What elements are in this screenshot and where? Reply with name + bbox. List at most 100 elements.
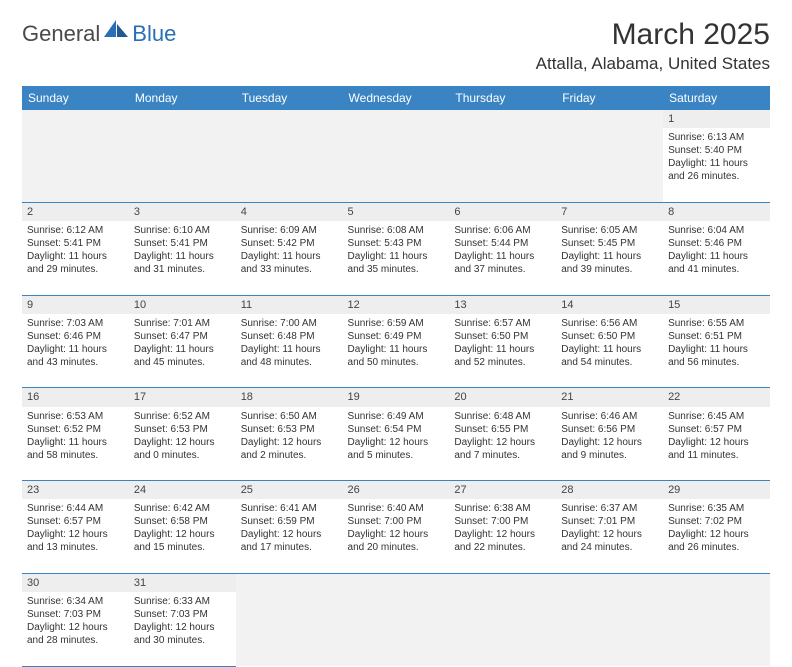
day-cell: Sunrise: 6:50 AMSunset: 6:53 PMDaylight:… [236,407,343,481]
daylight-text: and 2 minutes. [241,449,338,462]
empty-cell [236,592,343,666]
daylight-text: Daylight: 11 hours [27,250,124,263]
daylight-text: and 17 minutes. [241,541,338,554]
sunset-text: Sunset: 6:53 PM [241,423,338,436]
daylight-text: and 41 minutes. [668,263,765,276]
sunset-text: Sunset: 5:45 PM [561,237,658,250]
empty-cell [22,110,129,128]
daynum-row: 16171819202122 [22,388,770,407]
sunrise-text: Sunrise: 6:41 AM [241,502,338,515]
sunset-text: Sunset: 6:54 PM [348,423,445,436]
day-cell: Sunrise: 6:04 AMSunset: 5:46 PMDaylight:… [663,221,770,295]
sunrise-text: Sunrise: 7:00 AM [241,317,338,330]
day-cell: Sunrise: 6:38 AMSunset: 7:00 PMDaylight:… [449,499,556,573]
day-cell: Sunrise: 6:35 AMSunset: 7:02 PMDaylight:… [663,499,770,573]
daylight-text: and 29 minutes. [27,263,124,276]
daylight-text: and 50 minutes. [348,356,445,369]
daynum-row: 3031 [22,573,770,592]
empty-cell [449,128,556,202]
daylight-text: and 35 minutes. [348,263,445,276]
empty-cell [129,110,236,128]
daylight-text: Daylight: 12 hours [561,436,658,449]
day-cell: Sunrise: 6:59 AMSunset: 6:49 PMDaylight:… [343,314,450,388]
weekday-header: Monday [129,86,236,110]
daylight-text: Daylight: 12 hours [348,436,445,449]
sunrise-text: Sunrise: 6:45 AM [668,410,765,423]
day-cell: Sunrise: 6:41 AMSunset: 6:59 PMDaylight:… [236,499,343,573]
empty-cell [449,573,556,592]
daylight-text: and 31 minutes. [134,263,231,276]
sunset-text: Sunset: 6:55 PM [454,423,551,436]
sunrise-text: Sunrise: 6:59 AM [348,317,445,330]
sunrise-text: Sunrise: 6:57 AM [454,317,551,330]
day-number: 13 [449,295,556,314]
month-title: March 2025 [536,18,770,52]
sunrise-text: Sunrise: 6:35 AM [668,502,765,515]
daylight-text: Daylight: 11 hours [348,250,445,263]
day-number: 8 [663,202,770,221]
sunrise-text: Sunrise: 6:49 AM [348,410,445,423]
day-number: 20 [449,388,556,407]
daylight-text: and 33 minutes. [241,263,338,276]
daylight-text: Daylight: 11 hours [668,250,765,263]
sunset-text: Sunset: 6:59 PM [241,515,338,528]
daylight-text: and 43 minutes. [27,356,124,369]
day-cell: Sunrise: 6:13 AMSunset: 5:40 PMDaylight:… [663,128,770,202]
detail-row: Sunrise: 7:03 AMSunset: 6:46 PMDaylight:… [22,314,770,388]
day-number: 9 [22,295,129,314]
empty-cell [449,592,556,666]
daylight-text: and 58 minutes. [27,449,124,462]
daylight-text: Daylight: 11 hours [454,250,551,263]
day-cell: Sunrise: 6:12 AMSunset: 5:41 PMDaylight:… [22,221,129,295]
day-cell: Sunrise: 6:33 AMSunset: 7:03 PMDaylight:… [129,592,236,666]
calendar-table: SundayMondayTuesdayWednesdayThursdayFrid… [22,86,770,667]
sunset-text: Sunset: 5:40 PM [668,144,765,157]
daylight-text: and 5 minutes. [348,449,445,462]
day-cell: Sunrise: 6:52 AMSunset: 6:53 PMDaylight:… [129,407,236,481]
day-cell: Sunrise: 7:03 AMSunset: 6:46 PMDaylight:… [22,314,129,388]
sunset-text: Sunset: 6:51 PM [668,330,765,343]
sunrise-text: Sunrise: 6:56 AM [561,317,658,330]
sunrise-text: Sunrise: 6:04 AM [668,224,765,237]
sunrise-text: Sunrise: 6:48 AM [454,410,551,423]
sunset-text: Sunset: 5:41 PM [27,237,124,250]
day-cell: Sunrise: 6:05 AMSunset: 5:45 PMDaylight:… [556,221,663,295]
day-number: 24 [129,481,236,500]
daylight-text: and 52 minutes. [454,356,551,369]
weekday-header: Tuesday [236,86,343,110]
day-number: 21 [556,388,663,407]
day-cell: Sunrise: 6:48 AMSunset: 6:55 PMDaylight:… [449,407,556,481]
sunset-text: Sunset: 6:58 PM [134,515,231,528]
sunset-text: Sunset: 6:56 PM [561,423,658,436]
sunset-text: Sunset: 5:41 PM [134,237,231,250]
daylight-text: and 30 minutes. [134,634,231,647]
daylight-text: Daylight: 12 hours [27,621,124,634]
weekday-header: Friday [556,86,663,110]
sunrise-text: Sunrise: 6:06 AM [454,224,551,237]
empty-cell [343,128,450,202]
sail-icon [104,18,130,44]
daylight-text: Daylight: 11 hours [668,343,765,356]
daylight-text: and 11 minutes. [668,449,765,462]
daylight-text: Daylight: 12 hours [241,436,338,449]
sunset-text: Sunset: 6:46 PM [27,330,124,343]
day-cell: Sunrise: 7:00 AMSunset: 6:48 PMDaylight:… [236,314,343,388]
sunset-text: Sunset: 7:01 PM [561,515,658,528]
location: Attalla, Alabama, United States [536,54,770,74]
day-cell: Sunrise: 6:42 AMSunset: 6:58 PMDaylight:… [129,499,236,573]
day-number: 30 [22,573,129,592]
daylight-text: Daylight: 12 hours [454,436,551,449]
weekday-header: Saturday [663,86,770,110]
daynum-row: 1 [22,110,770,128]
sunrise-text: Sunrise: 7:01 AM [134,317,231,330]
day-number: 10 [129,295,236,314]
day-cell: Sunrise: 6:53 AMSunset: 6:52 PMDaylight:… [22,407,129,481]
daylight-text: and 26 minutes. [668,170,765,183]
sunrise-text: Sunrise: 6:12 AM [27,224,124,237]
detail-row: Sunrise: 6:53 AMSunset: 6:52 PMDaylight:… [22,407,770,481]
daylight-text: Daylight: 11 hours [241,343,338,356]
daynum-row: 23242526272829 [22,481,770,500]
sunrise-text: Sunrise: 6:09 AM [241,224,338,237]
empty-cell [236,128,343,202]
day-number: 25 [236,481,343,500]
